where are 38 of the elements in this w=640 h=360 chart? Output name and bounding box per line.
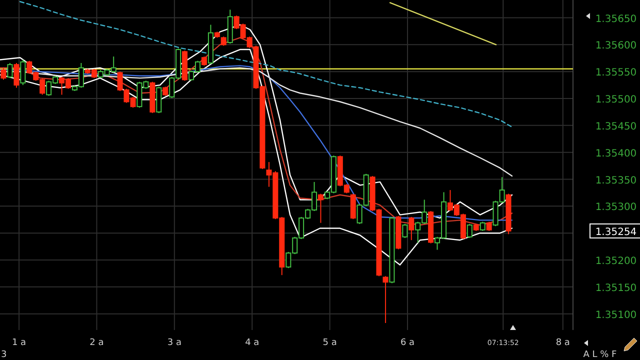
y-tick-label: 1.35550 [595, 68, 637, 79]
y-tick-label: 1.35350 [595, 175, 637, 186]
candlestick [350, 193, 356, 220]
x-tick-label: 5 a [322, 338, 337, 348]
x-tick-label: 8 a [556, 338, 570, 348]
candlestick [408, 216, 414, 241]
x-tick-label: 3 a [167, 338, 182, 348]
text: 3 [1, 350, 7, 360]
y-tick-label: 1.35650 [595, 14, 637, 25]
y-tick-label: 1.35200 [595, 256, 637, 268]
y-tick-label: 1.35300 [595, 202, 637, 214]
text: 1.35254 [595, 226, 637, 238]
y-tick-label: 1.35600 [595, 40, 637, 52]
y-tick-label: 1.35150 [595, 282, 637, 294]
candlestick [318, 193, 324, 224]
candlestick [201, 56, 207, 66]
candlestick [14, 62, 20, 88]
candlestick [486, 221, 492, 232]
candlestick [466, 223, 472, 238]
candlestick [162, 86, 168, 96]
candlestick [7, 62, 13, 79]
candlestick [20, 59, 26, 86]
candlestick [0, 67, 6, 80]
text: A L % F [583, 350, 617, 360]
candlestick [220, 36, 226, 46]
y-tick-label: 1.35400 [595, 148, 637, 160]
x-tick-label: 4 a [245, 338, 260, 348]
candlestick [402, 223, 408, 238]
candlestick [382, 276, 388, 324]
line-series [19, 1, 513, 128]
y-tick-label: 1.35100 [595, 310, 637, 321]
candlestick [480, 221, 486, 232]
y-tick-label: 1.35500 [595, 94, 637, 106]
x-tick-label: 1 a [12, 338, 26, 348]
y-tick-label: 1.35450 [595, 121, 637, 132]
line-series [0, 48, 513, 266]
x-tick-label: 2 a [90, 338, 104, 348]
x-tick-label: 6 a [400, 338, 415, 348]
